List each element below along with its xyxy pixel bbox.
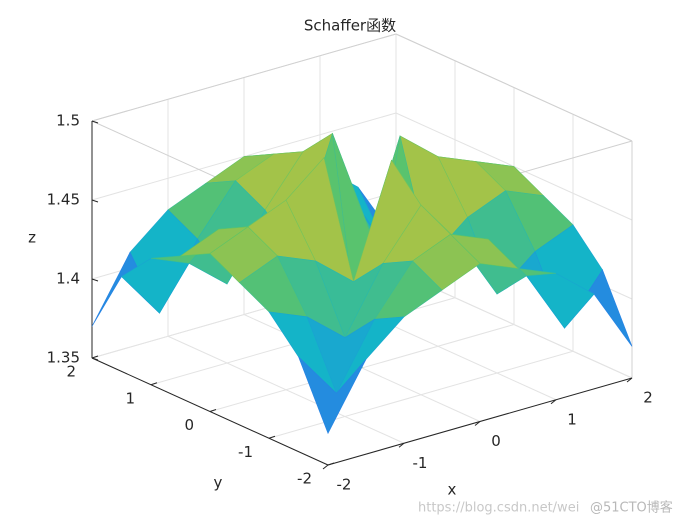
chart-title: Schaffer函数 xyxy=(304,17,396,35)
y-tick xyxy=(209,409,217,412)
y-tick xyxy=(268,435,276,439)
z-axis-label: z xyxy=(28,229,36,247)
y-tick-label: 0 xyxy=(184,416,194,434)
z-tick xyxy=(91,357,99,361)
z-tick xyxy=(91,199,99,203)
surface-cell xyxy=(298,356,367,435)
y-axis-label: y xyxy=(214,474,223,492)
box-edge xyxy=(91,33,397,122)
z-tick xyxy=(91,120,99,124)
z-tick-label: 1.45 xyxy=(47,191,80,209)
x-tick-label: 1 xyxy=(567,410,577,428)
y-tick-label: 2 xyxy=(66,363,76,381)
z-tick-label: 1.35 xyxy=(47,349,80,367)
z-tick-label: 1.4 xyxy=(56,270,80,288)
x-tick-label: -2 xyxy=(337,476,352,494)
surface xyxy=(91,132,633,435)
x-tick xyxy=(626,377,633,383)
y-tick-label: 1 xyxy=(125,389,135,407)
x-tick xyxy=(398,442,405,448)
x-tick xyxy=(322,464,329,470)
watermark: @51CTO博客 xyxy=(590,500,673,516)
x-axis-label: x xyxy=(448,481,457,499)
z-tick-label: 1.5 xyxy=(56,112,80,130)
y-tick xyxy=(91,355,99,359)
x-tick-label: 0 xyxy=(491,432,501,450)
y-tick xyxy=(150,382,158,386)
x-tick xyxy=(550,399,557,405)
x-tick-label: 2 xyxy=(643,389,653,407)
y-tick-label: -1 xyxy=(238,443,253,461)
z-tick xyxy=(91,278,99,282)
x-tick xyxy=(474,421,481,426)
y-tick xyxy=(327,462,335,466)
x-tick-label: -1 xyxy=(413,454,428,472)
box-edge xyxy=(395,33,633,142)
grid-line xyxy=(268,350,574,439)
y-tick-label: -2 xyxy=(297,470,312,488)
watermark: https://blog.csdn.net/wei xyxy=(418,501,579,516)
